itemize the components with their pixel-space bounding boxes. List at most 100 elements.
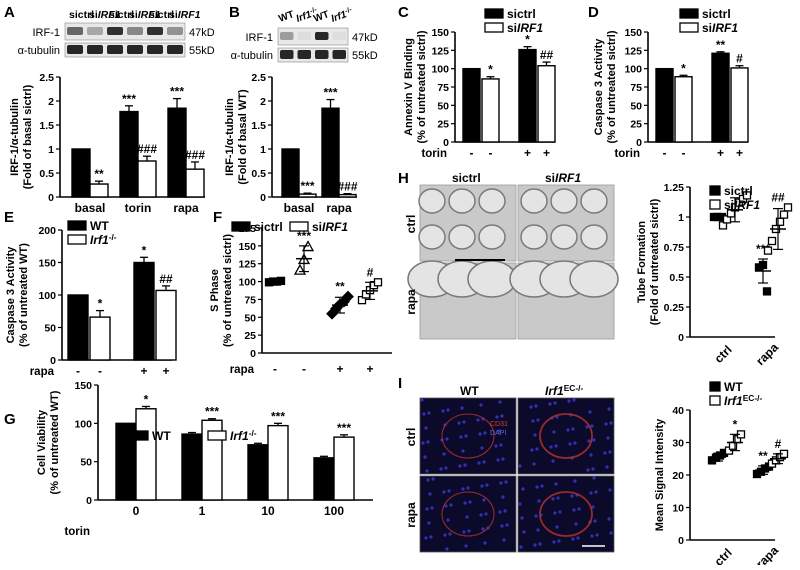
nucleus-dot-I: [463, 463, 467, 467]
legend-label-C: sictrl: [507, 7, 536, 21]
y-tick-label-H: 1.25: [664, 182, 685, 194]
nucleus-dot-I: [555, 525, 559, 529]
blot-row-label-B: α-tubulin: [231, 50, 273, 62]
legend-swatch-F: [231, 221, 251, 232]
sig-label-B: ***: [323, 86, 337, 100]
y-tick-label-I: 10: [672, 503, 684, 515]
blot-lane-label-A: siIRF1: [169, 9, 201, 21]
nucleus-dot-I: [521, 487, 525, 491]
blot-lane-label-B: WT: [312, 9, 330, 25]
y-axis-label-G: (% of untreated WT): [49, 390, 61, 494]
nucleus-dot-I: [552, 540, 556, 544]
x-tick-label-G: 100: [324, 504, 344, 518]
y-axis-label-F: S Phase: [209, 269, 221, 312]
legend-swatch-C: [484, 22, 504, 33]
legend-label-G: WT: [152, 429, 171, 443]
nucleus-dot-I: [573, 479, 577, 483]
x-factor-G: torin: [64, 526, 90, 538]
y-tick-label-B: 0: [260, 192, 266, 204]
bar-G: [181, 433, 203, 501]
x-tick-label-A: rapa: [173, 201, 199, 215]
y-axis-label-E: Caspase 3 Activity: [5, 246, 17, 344]
bar-E: [133, 261, 155, 361]
x-sign-F: -: [302, 362, 306, 376]
nucleus-dot-I: [424, 426, 428, 430]
blot-lane-label-B: WT: [277, 9, 295, 25]
nucleus-dot-I: [606, 436, 610, 440]
sig-label-G: ***: [271, 409, 285, 423]
micrograph-row-label-I: ctrl: [404, 428, 418, 447]
stain-label-I: DAPI: [490, 430, 506, 437]
nucleus-dot-I: [586, 468, 590, 472]
nucleus-dot-I: [536, 418, 540, 422]
nucleus-dot-I: [607, 407, 611, 411]
x-sign-C: -: [470, 146, 474, 160]
y-tick-label-D: 150: [624, 27, 642, 39]
y-axis-label-B: (Fold of basal WT): [237, 89, 249, 185]
legend-swatch-I: [709, 395, 721, 406]
nucleus-dot-I: [485, 483, 489, 487]
nucleus-dot-I: [462, 420, 466, 424]
y-tick-label-G: 50: [80, 457, 92, 469]
x-sign-E: -: [98, 364, 102, 378]
panel-letter-F: F: [213, 209, 222, 226]
nucleus-dot-I: [482, 498, 486, 502]
blot-band-B: [280, 50, 294, 59]
nucleus-dot-I: [572, 508, 576, 512]
x-tick-label-I: ctrl: [712, 546, 735, 565]
nucleus-dot-I: [593, 519, 597, 523]
tube-loop-H: [569, 260, 619, 298]
y-tick-label-H: 0: [678, 332, 684, 344]
nucleus-dot-I: [430, 506, 434, 510]
nucleus-dot-I: [442, 452, 446, 456]
tube-loop-H: [418, 188, 446, 214]
x-sign-D: -: [682, 146, 686, 160]
micrograph-I: [517, 397, 615, 475]
y-axis-label-H: Tube Formation: [636, 221, 648, 304]
micrograph-row-label-I: rapa: [404, 502, 418, 528]
nucleus-dot-I: [568, 442, 572, 446]
nucleus-dot-I: [552, 430, 556, 434]
nucleus-dot-I: [589, 491, 593, 495]
x-sign-E: -: [76, 364, 80, 378]
legend-swatch-E: [67, 220, 87, 231]
bar-G: [247, 444, 269, 501]
blot-kd-label-B: 47kD: [352, 32, 378, 44]
sig-label-I: *: [733, 417, 738, 431]
panel-letter-E: E: [4, 209, 14, 226]
nucleus-dot-I: [495, 415, 499, 419]
nucleus-dot-I: [548, 402, 552, 406]
nucleus-dot-I: [443, 533, 447, 537]
y-tick-label-G: 150: [74, 380, 92, 392]
nucleus-dot-I: [591, 467, 595, 471]
blot-row-label-A: IRF-1: [33, 27, 61, 39]
y-tick-label-D: 50: [630, 100, 642, 112]
micrograph-I: [517, 475, 615, 553]
legend-swatch-D: [679, 22, 699, 33]
legend-label-F: siIRF1: [312, 220, 348, 234]
legend-swatch-G: [207, 430, 227, 441]
nucleus-dot-I: [576, 536, 580, 540]
legend-label-H: siIRF1: [724, 198, 760, 212]
blot-band-B: [297, 50, 311, 59]
y-tick-label-E: 50: [44, 323, 56, 335]
tube-loop-H: [448, 188, 476, 214]
y-axis-label-H: (Fold of untreated sictrl): [649, 198, 661, 325]
y-tick-label-E: 0: [50, 355, 56, 367]
nucleus-dot-I: [439, 467, 443, 471]
blot-band-A: [67, 27, 83, 35]
nucleus-dot-I: [423, 455, 427, 459]
bar-E: [67, 294, 89, 361]
nucleus-dot-I: [449, 503, 453, 507]
y-tick-label-A: 0.5: [39, 168, 54, 180]
bar-G: [135, 408, 157, 501]
nucleus-dot-I: [537, 499, 541, 503]
blot-lane-label-B: Irf1-/-: [295, 6, 320, 25]
x-sign-E: +: [140, 364, 147, 378]
bar-A: [119, 110, 139, 198]
nucleus-dot-I: [574, 522, 578, 526]
bar-D: [730, 67, 749, 143]
data-point-H: [767, 236, 777, 246]
nucleus-dot-I: [531, 419, 535, 423]
nucleus-dot-I: [457, 421, 461, 425]
